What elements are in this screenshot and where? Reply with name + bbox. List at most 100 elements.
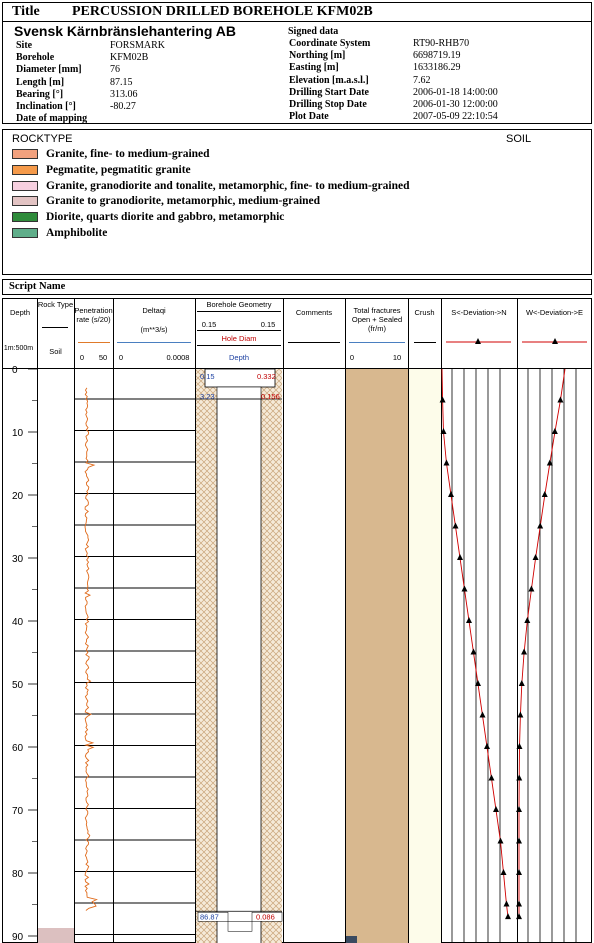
- casing-diam-label: 0.156: [261, 392, 280, 401]
- deviation-sn-marker: [448, 491, 454, 497]
- company-name: Svensk Kärnbränslehantering AB: [14, 23, 236, 39]
- field-value: 1633186.29: [413, 62, 461, 74]
- field-value: KFM02B: [110, 52, 149, 64]
- col-divider: [408, 298, 409, 943]
- field-label: Borehole: [16, 52, 55, 64]
- deviation-sn-marker: [497, 837, 504, 844]
- field-label: Plot Date: [289, 111, 329, 123]
- deviation-we-marker: [528, 585, 535, 592]
- geo-depth-label: Depth: [228, 353, 249, 362]
- geometry-header-line: [197, 330, 281, 331]
- field-value: 76: [110, 64, 120, 76]
- field-value: 6698719.19: [413, 50, 461, 62]
- field-label: Bearing [°]: [16, 88, 64, 100]
- legend-label: Amphibolite: [46, 227, 108, 239]
- deviation-we-marker: [541, 491, 548, 497]
- col-divider: [195, 298, 196, 943]
- deviation-we-marker: [516, 913, 522, 920]
- script-name-label: Script Name: [9, 281, 66, 292]
- deviation-sn-marker: [443, 459, 450, 466]
- top-depth-label: 0.15: [200, 372, 215, 381]
- fracture-bottom-marker: [345, 936, 357, 943]
- penetration-rate-trace: [84, 387, 98, 911]
- rock-type-bottom-cell: [37, 928, 74, 943]
- deviation-we-marker: [517, 711, 524, 718]
- legend-label: Pegmatite, pegmatitic granite: [46, 163, 191, 176]
- fractures-axis-line: [349, 342, 405, 343]
- geo-right: 0.15: [260, 320, 276, 329]
- deviation-sn-marker: [457, 554, 463, 560]
- deviation-we-line: [518, 368, 566, 918]
- legend-label: Diorite, quarts diorite and gabbro, meta…: [46, 211, 285, 224]
- col-divider: [441, 298, 442, 943]
- legend-item: Amphibolite: [12, 226, 107, 240]
- geo-left: 0.15: [201, 320, 217, 329]
- fractures-header: Total fractures Open + Sealed (fr/m): [351, 306, 403, 333]
- field-value: 7.62: [413, 74, 431, 86]
- pen-max: 50: [98, 353, 108, 362]
- col-divider: [74, 298, 75, 943]
- legend-box: [2, 129, 592, 275]
- field-value: 2007-05-09 22:10:54: [413, 111, 498, 123]
- deviation-we-marker: [516, 806, 522, 812]
- log-header-divider: [2, 368, 592, 369]
- legend-swatch: [12, 180, 38, 191]
- hole-diam-label: Hole Diam: [221, 334, 257, 343]
- geometry-header-line: [197, 345, 281, 346]
- deviation-we-marker: [557, 396, 564, 403]
- deviation-we-marker: [551, 428, 558, 434]
- depth-tick-label: 50: [12, 680, 24, 691]
- field-label: Site: [16, 40, 33, 51]
- deviation-sn-marker: [439, 396, 446, 403]
- col-divider: [283, 298, 284, 943]
- legend-swatch: [12, 149, 38, 159]
- casing-depth-label: 3.23: [200, 392, 215, 401]
- top-diam-label: 0.332: [257, 372, 276, 381]
- header-title-divider: [2, 21, 592, 22]
- bottom-depth-box: [197, 912, 229, 922]
- deviation-we-marker: [516, 900, 522, 907]
- deviation-sn-marker: [505, 913, 511, 920]
- bottom-plug: [227, 921, 253, 932]
- deviation-we-marker: [516, 869, 522, 875]
- deviation-sn-marker: [475, 680, 481, 686]
- depth-tick-label: 90: [12, 932, 24, 943]
- legend-item: Granite, granodiorite and tonalite, meta…: [12, 179, 410, 193]
- deviation-we-marker: [516, 743, 523, 749]
- deviation-sn-marker: [461, 585, 468, 592]
- deviation-we-marker: [516, 774, 523, 781]
- page-title: PERCUSSION DRILLED BOREHOLE KFM02B: [72, 4, 373, 19]
- depth-tick-label: 80: [12, 869, 24, 880]
- field-label: Drilling Stop Date: [289, 99, 367, 110]
- field-label: Elevation [m.a.s.l.]: [289, 74, 369, 86]
- depth-tick-label: 10: [12, 428, 24, 439]
- deltaq-axis-line: [117, 342, 191, 343]
- legend-item: Granite, fine- to medium-grained: [12, 147, 210, 161]
- deviation-legend-marker: [552, 338, 558, 344]
- field-value: -80.27: [110, 101, 136, 112]
- deviation-sn-marker: [500, 869, 507, 875]
- field-value: 2006-01-30 12:00:00: [413, 99, 498, 110]
- deviation-we-marker: [518, 680, 525, 686]
- signed-data-label: Signed data: [288, 26, 339, 37]
- dq-max: 0.0008: [166, 353, 190, 362]
- legend-item: Pegmatite, pegmatitic granite: [12, 163, 191, 177]
- depth-scale: 1m:500m: [3, 345, 34, 352]
- deviation-sn-marker: [452, 522, 459, 529]
- depth-tick-label: 20: [12, 491, 24, 502]
- col-divider: [37, 298, 38, 943]
- crush-underline: [414, 342, 436, 343]
- title-label: Title: [12, 4, 40, 19]
- field-label: Easting [m]: [289, 62, 339, 74]
- depth-tick-label: 30: [12, 554, 24, 565]
- penetration-axis-line: [78, 342, 110, 343]
- field-value: FORSMARK: [110, 40, 166, 51]
- legend-swatch: [12, 196, 38, 207]
- field-label: Northing [m]: [289, 50, 346, 62]
- comments-header: Comments: [295, 308, 333, 317]
- deviation-we-marker: [532, 554, 539, 560]
- dev-sn-header: S<-Deviation->N: [451, 308, 507, 317]
- deviation-sn-marker: [493, 806, 499, 812]
- field-value: RT90-RHB70: [413, 38, 470, 49]
